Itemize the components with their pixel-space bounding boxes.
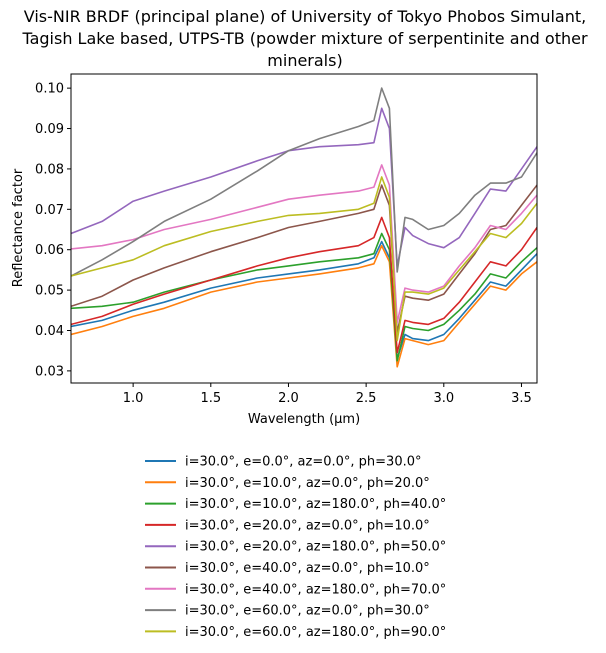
y-tick-label: 0.10: [35, 82, 64, 97]
plot-frame: [70, 73, 538, 384]
x-tick-label: 3.5: [511, 391, 532, 406]
y-axis-ticks: 0.03 0.04 0.05 0.06 0.07 0.08 0.09 0.10: [35, 82, 71, 379]
x-tick-label: 1.5: [200, 391, 221, 406]
series-layer: [71, 87, 537, 368]
x-tick-label: 2.5: [356, 391, 377, 406]
x-axis-ticks: 1.0 1.5 2.0 2.5 3.0 3.5: [123, 383, 532, 406]
series-line-5: [71, 107, 537, 267]
title-line-3: minerals): [267, 51, 342, 70]
y-tick-label: 0.07: [35, 203, 64, 218]
legend-label-3: i=30.0°, e=10.0°, az=180.0°, ph=40.0°: [185, 497, 446, 512]
legend-label-5: i=30.0°, e=20.0°, az=180.0°, ph=50.0°: [185, 540, 446, 555]
y-tick-label: 0.03: [35, 364, 64, 379]
series-line-2: [71, 244, 537, 368]
x-tick-label: 3.0: [433, 391, 454, 406]
series-line-3: [71, 232, 537, 362]
y-tick-label: 0.04: [35, 324, 64, 339]
legend-label-7: i=30.0°, e=40.0°, az=180.0°, ph=70.0°: [185, 582, 446, 597]
x-tick-label: 2.0: [278, 391, 299, 406]
legend-label-1: i=30.0°, e=0.0°, az=0.0°, ph=30.0°: [185, 455, 422, 470]
y-tick-label: 0.05: [35, 284, 64, 299]
legend-label-2: i=30.0°, e=10.0°, az=0.0°, ph=20.0°: [185, 476, 430, 491]
y-tick-label: 0.08: [35, 162, 64, 177]
series-line-4: [71, 216, 537, 354]
legend-label-8: i=30.0°, e=60.0°, az=0.0°, ph=30.0°: [185, 604, 430, 619]
series-line-9: [71, 176, 537, 342]
x-tick-label: 1.0: [123, 391, 144, 406]
title-line-2: Tagish Lake based, UTPS-TB (powder mixtu…: [21, 29, 587, 48]
y-axis-label: Reflectance factor: [11, 168, 26, 287]
legend-label-4: i=30.0°, e=20.0°, az=0.0°, ph=10.0°: [185, 518, 430, 533]
legend-label-6: i=30.0°, e=40.0°, az=0.0°, ph=10.0°: [185, 561, 430, 576]
chart-title: Vis-NIR BRDF (principal plane) of Univer…: [21, 7, 587, 70]
legend-label-9: i=30.0°, e=60.0°, az=180.0°, ph=90.0°: [185, 625, 446, 640]
y-tick-label: 0.06: [35, 243, 64, 258]
series-line-8: [71, 87, 537, 277]
x-axis-label: Wavelength (μm): [248, 412, 360, 427]
y-tick-label: 0.09: [35, 122, 64, 137]
title-line-1: Vis-NIR BRDF (principal plane) of Univer…: [24, 7, 586, 26]
legend: i=30.0°, e=0.0°, az=0.0°, ph=30.0° i=30.0…: [145, 455, 446, 640]
series-line-7: [71, 164, 537, 324]
